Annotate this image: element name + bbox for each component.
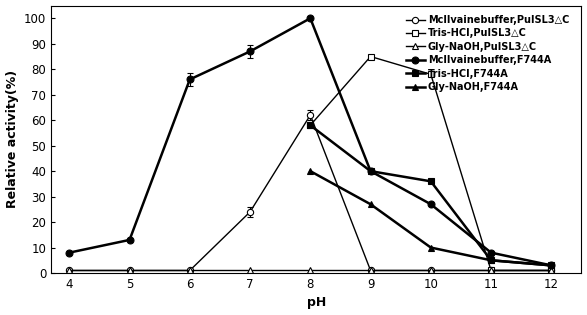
Gly-NaOH,F744A (307, 169, 314, 173)
Legend: McIlvainebuffer,PulSL3△C, Tris-HCl,PulSL3△C, Gly-NaOH,PulSL3△C, McIlvainebuffer,: McIlvainebuffer,PulSL3△C, Tris-HCl,PulSL… (404, 13, 571, 94)
Gly-NaOH,PulSL3△C (186, 269, 193, 272)
Gly-NaOH,PulSL3△C (548, 269, 555, 272)
Gly-NaOH,PulSL3△C (307, 269, 314, 272)
McIlvainebuffer,PulSL3△C (247, 210, 254, 214)
McIlvainebuffer,F744A (247, 49, 254, 53)
McIlvainebuffer,F744A (307, 16, 314, 20)
McIlvainebuffer,PulSL3△C (367, 269, 374, 272)
Gly-NaOH,PulSL3△C (367, 269, 374, 272)
McIlvainebuffer,F744A (66, 251, 73, 255)
McIlvainebuffer,F744A (367, 169, 374, 173)
McIlvainebuffer,F744A (548, 263, 555, 267)
McIlvainebuffer,F744A (126, 238, 133, 242)
Gly-NaOH,PulSL3△C (488, 269, 495, 272)
Line: McIlvainebuffer,PulSL3△C: McIlvainebuffer,PulSL3△C (66, 112, 555, 274)
Line: Gly-NaOH,F744A: Gly-NaOH,F744A (307, 168, 555, 269)
Gly-NaOH,F744A (367, 202, 374, 206)
Y-axis label: Relative activity(%): Relative activity(%) (5, 70, 19, 208)
Tris-HCl,F744A (427, 180, 434, 183)
Gly-NaOH,F744A (427, 246, 434, 249)
Gly-NaOH,PulSL3△C (66, 269, 73, 272)
Tris-HCl,PulSL3△C (427, 72, 434, 76)
McIlvainebuffer,PulSL3△C (126, 269, 133, 272)
Gly-NaOH,F744A (488, 258, 495, 262)
Gly-NaOH,PulSL3△C (247, 269, 254, 272)
Line: McIlvainebuffer,F744A: McIlvainebuffer,F744A (66, 15, 555, 269)
Gly-NaOH,PulSL3△C (126, 269, 133, 272)
Tris-HCl,PulSL3△C (548, 269, 555, 272)
McIlvainebuffer,PulSL3△C (307, 113, 314, 117)
McIlvainebuffer,PulSL3△C (186, 269, 193, 272)
McIlvainebuffer,F744A (488, 251, 495, 255)
McIlvainebuffer,PulSL3△C (427, 269, 434, 272)
Gly-NaOH,F744A (548, 263, 555, 267)
McIlvainebuffer,PulSL3△C (66, 269, 73, 272)
Tris-HCl,F744A (307, 123, 314, 127)
Tris-HCl,F744A (548, 263, 555, 267)
Line: Tris-HCl,F744A: Tris-HCl,F744A (307, 122, 555, 269)
X-axis label: pH: pH (307, 296, 326, 309)
Tris-HCl,PulSL3△C (367, 54, 374, 58)
McIlvainebuffer,F744A (427, 202, 434, 206)
McIlvainebuffer,PulSL3△C (548, 269, 555, 272)
McIlvainebuffer,F744A (186, 77, 193, 81)
Tris-HCl,F744A (488, 258, 495, 262)
Tris-HCl,PulSL3△C (307, 123, 314, 127)
Tris-HCl,PulSL3△C (488, 269, 495, 272)
Line: Gly-NaOH,PulSL3△C: Gly-NaOH,PulSL3△C (66, 267, 555, 274)
Tris-HCl,F744A (367, 169, 374, 173)
Gly-NaOH,PulSL3△C (427, 269, 434, 272)
McIlvainebuffer,PulSL3△C (488, 269, 495, 272)
Line: Tris-HCl,PulSL3△C: Tris-HCl,PulSL3△C (307, 53, 555, 274)
